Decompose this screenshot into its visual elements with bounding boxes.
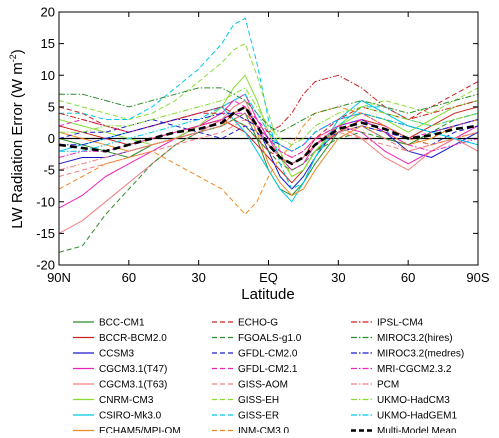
legend-label-2: CCSM3 (99, 349, 134, 360)
x-tick-label: 90S (466, 270, 489, 285)
y-tick-label: -20 (36, 258, 55, 273)
series-line-9 (58, 112, 479, 253)
series-line-17 (59, 87, 479, 133)
x-tick-label: EQ (259, 270, 278, 285)
legend-label-9: FGOALS-g1.0 (238, 333, 302, 344)
legend-label-14: GISS-ER (238, 411, 279, 422)
legend-label-17: MIROC3.2(hires) (377, 333, 453, 344)
legend-label-7: ECHAM5/MPI-OM (99, 426, 181, 433)
x-tick-label: 30 (331, 270, 345, 285)
legend-label-6: CSIRO-Mk3.0 (99, 411, 162, 422)
legend-label-19: MRI-CGCM2.3.2 (377, 364, 452, 375)
legend-label-10: GFDL-CM2.0 (238, 349, 298, 360)
legend-label-13: GISS-EH (238, 395, 279, 406)
y-tick-label: -10 (36, 194, 55, 209)
legend-label-21: UKMO-HadCM3 (377, 395, 450, 406)
y-axis-title-base: LW Radiation Error (W m (9, 62, 26, 228)
series-line-22 (59, 93, 479, 152)
series-line-15 (58, 106, 479, 215)
x-tick-label: 90N (47, 270, 71, 285)
legend-label-11: GFDL-CM2.1 (238, 364, 298, 375)
legend-label-15: INM-CM3.0 (238, 426, 290, 433)
legend-label-12: GISS-AOM (238, 380, 288, 391)
series-line-20 (58, 112, 479, 171)
y-tick-label: -15 (36, 226, 55, 241)
series-line-23 (58, 105, 479, 166)
x-tick-label: 60 (401, 270, 415, 285)
legend-label-5: CNRM-CM3 (99, 395, 154, 406)
legend-label-4: CGCM3.1(T63) (99, 380, 167, 391)
legend-label-23: Multi-Model Mean (377, 426, 456, 433)
legend-label-1: BCCR-BCM2.0 (99, 333, 167, 344)
legend-label-16: IPSL-CM4 (377, 318, 424, 329)
x-axis-title: Latitude (241, 286, 294, 303)
y-axis-title-sup: -2 (8, 54, 18, 62)
y-tick-label: 15 (41, 36, 55, 51)
x-tick-label: 30 (191, 270, 205, 285)
legend-label-3: CGCM3.1(T47) (99, 364, 167, 375)
series-line-11 (58, 100, 479, 152)
x-tick-label: 60 (122, 270, 136, 285)
series-line-16 (58, 74, 479, 133)
legend-label-20: PCM (377, 380, 399, 391)
series-line-21 (59, 87, 479, 146)
y-tick-label: 0 (48, 131, 55, 146)
series-line-19 (58, 112, 479, 158)
y-tick-label: 20 (41, 5, 55, 20)
svg-text:LW Radiation Error (W m-2): LW Radiation Error (W m-2) (8, 49, 26, 228)
series-line-7 (58, 106, 479, 196)
legend-label-18: MIROC3.2(medres) (377, 349, 464, 360)
y-tick-label: 5 (48, 99, 55, 114)
y-axis-title: LW Radiation Error (W m-2) (8, 49, 26, 228)
y-axis-title-close: ) (9, 49, 26, 54)
legend-label-22: UKMO-HadGEM1 (377, 411, 457, 422)
y-tick-label: 10 (41, 68, 55, 83)
y-tick-label: -5 (43, 163, 55, 178)
series-line-12 (58, 119, 479, 177)
legend-label-0: BCC-CM1 (99, 318, 145, 329)
series-line-13 (58, 43, 479, 177)
legend-label-8: ECHO-G (238, 318, 278, 329)
